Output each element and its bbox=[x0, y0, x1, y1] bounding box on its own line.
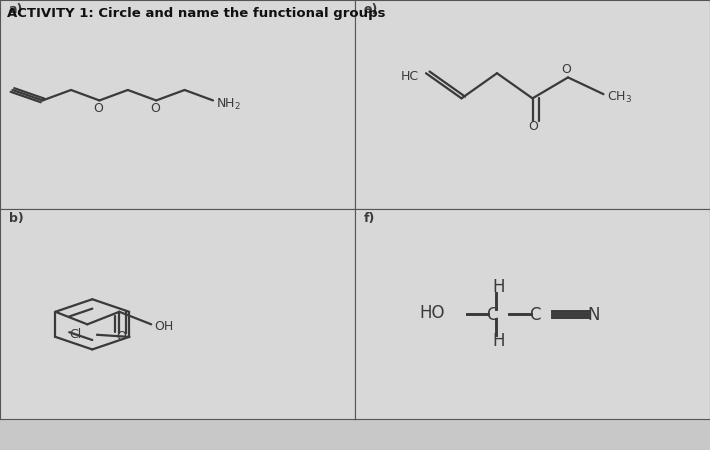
Text: HO: HO bbox=[419, 305, 444, 323]
Text: HC: HC bbox=[401, 69, 420, 82]
Text: O: O bbox=[562, 63, 572, 76]
Text: NH$_2$: NH$_2$ bbox=[216, 97, 241, 112]
Text: N: N bbox=[588, 306, 600, 324]
Text: a): a) bbox=[9, 3, 23, 16]
Text: O: O bbox=[93, 102, 103, 115]
Text: H: H bbox=[493, 278, 506, 296]
Text: Cl: Cl bbox=[69, 328, 81, 341]
Text: C: C bbox=[529, 306, 540, 324]
Text: OH: OH bbox=[154, 320, 173, 333]
Text: O: O bbox=[150, 102, 160, 115]
Text: O: O bbox=[528, 120, 538, 133]
Text: ACTIVITY 1: Circle and name the functional groups: ACTIVITY 1: Circle and name the function… bbox=[7, 7, 386, 20]
Text: e): e) bbox=[364, 3, 378, 16]
Text: O: O bbox=[116, 330, 126, 343]
Text: C: C bbox=[486, 306, 498, 324]
Text: f): f) bbox=[364, 212, 376, 225]
Text: H: H bbox=[493, 332, 506, 350]
Text: CH$_3$: CH$_3$ bbox=[607, 90, 632, 104]
Text: b): b) bbox=[9, 212, 23, 225]
